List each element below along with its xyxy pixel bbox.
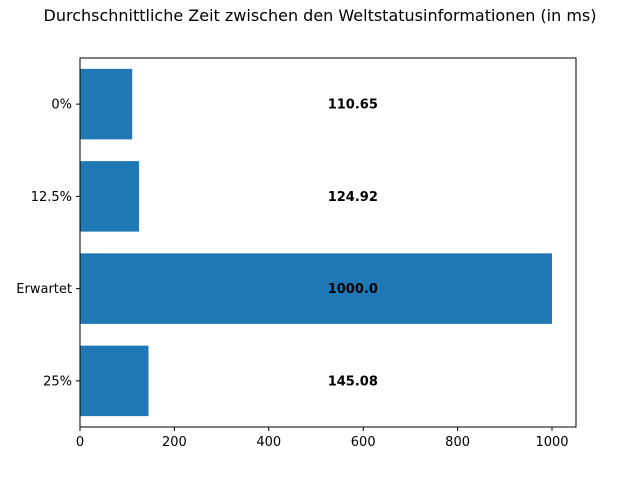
bar-0 — [80, 68, 133, 140]
bar-1 — [80, 161, 139, 232]
chart-title: Durchschnittliche Zeit zwischen den Welt… — [43, 6, 597, 25]
x-tick-label-1: 200 — [162, 435, 187, 450]
bar-value-label-1: 124.92 — [328, 190, 378, 205]
bar-3 — [80, 345, 149, 417]
bar-value-label-2: 1000.0 — [328, 282, 378, 297]
value-labels-group: 110.65 124.92 1000.0 145.08 — [328, 98, 378, 390]
x-tick-label-3: 600 — [351, 435, 376, 450]
x-tick-label-5: 1000 — [535, 435, 568, 450]
bar-2 — [80, 253, 552, 324]
bar-value-label-0: 110.65 — [328, 98, 378, 113]
plot-frame — [79, 57, 577, 428]
x-tick-label-2: 400 — [256, 435, 281, 450]
bar-value-label-3: 145.08 — [328, 374, 378, 389]
y-tick-label-1: 12.5% — [31, 190, 72, 205]
x-tick-label-0: 0 — [76, 435, 84, 450]
y-tick-label-2: Erwartet — [16, 282, 72, 297]
bars-group — [80, 68, 552, 417]
y-axis: 0% 12.5% Erwartet 25% — [16, 98, 80, 389]
y-tick-label-3: 25% — [43, 374, 72, 389]
x-axis: 0 200 400 600 800 1000 — [76, 427, 569, 450]
y-tick-label-0: 0% — [51, 98, 72, 113]
x-tick-label-4: 800 — [445, 435, 470, 450]
